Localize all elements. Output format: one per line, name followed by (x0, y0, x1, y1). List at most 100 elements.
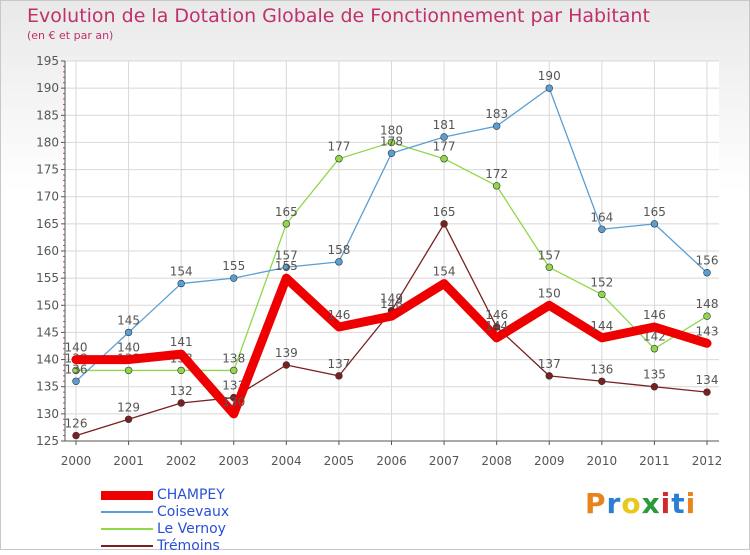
data-point-coisevaux (440, 133, 448, 141)
data-label-coisevaux: 190 (538, 69, 561, 83)
data-label-le-vernoy: 157 (538, 248, 561, 262)
y-tick-label: 145 (36, 325, 59, 339)
legend-swatch-tre-moins (101, 545, 153, 547)
data-label-tre-moins: 126 (65, 417, 88, 431)
data-label-le-vernoy: 172 (485, 167, 508, 181)
logo-letter: o (621, 487, 642, 520)
x-tick-label: 2010 (587, 454, 618, 468)
x-tick-label: 2008 (481, 454, 512, 468)
y-tick-label: 125 (36, 434, 59, 448)
data-point-tre-moins (650, 383, 659, 391)
data-point-le-vernoy (282, 220, 291, 228)
data-label-champey: 140 (65, 341, 88, 355)
data-label-champey: 141 (170, 335, 193, 349)
data-label-coisevaux: 165 (643, 205, 666, 219)
data-point-le-vernoy (124, 366, 133, 375)
data-point-tre-moins (124, 415, 133, 423)
data-point-tre-moins (598, 377, 606, 385)
data-label-le-vernoy: 180 (380, 123, 403, 137)
x-tick-label: 2006 (376, 454, 407, 468)
data-label-champey: 140 (117, 341, 140, 355)
data-label-coisevaux: 181 (433, 118, 456, 132)
data-label-tre-moins: 149 (380, 292, 403, 306)
y-tick-label: 180 (36, 135, 59, 149)
data-point-tre-moins (545, 372, 553, 380)
legend-label-champey: CHAMPEY (157, 487, 225, 503)
y-tick-label: 155 (36, 271, 59, 285)
data-label-champey: 146 (327, 308, 350, 322)
x-tick-label: 2011 (639, 454, 670, 468)
y-tick-label: 140 (36, 353, 59, 367)
data-label-coisevaux: 156 (696, 254, 719, 268)
data-label-champey: 148 (380, 297, 403, 311)
data-label-le-vernoy: 138 (222, 351, 245, 365)
data-point-coisevaux (177, 279, 185, 288)
data-label-champey: 130 (222, 395, 245, 409)
data-label-coisevaux: 145 (117, 313, 140, 327)
y-tick-label: 165 (36, 217, 59, 231)
data-label-tre-moins: 134 (696, 373, 719, 387)
data-point-coisevaux (282, 263, 291, 271)
x-tick-label: 2001 (113, 454, 144, 468)
x-tick-label: 2012 (692, 454, 723, 468)
y-tick-label: 175 (36, 163, 59, 177)
y-tick-label: 170 (36, 190, 59, 204)
data-point-le-vernoy (230, 366, 238, 375)
data-label-le-vernoy: 177 (433, 140, 456, 154)
y-tick-label: 130 (36, 407, 59, 421)
x-tick-label: 2007 (429, 454, 460, 468)
data-label-tre-moins: 136 (590, 362, 613, 376)
legend-label-tre-moins: Trémoins (157, 538, 220, 554)
data-label-champey: 155 (275, 259, 298, 273)
data-point-coisevaux (545, 84, 553, 92)
logo-letter: P (585, 487, 607, 520)
data-point-le-vernoy (598, 290, 606, 299)
logo-letter: t (671, 487, 686, 520)
data-label-tre-moins: 146 (485, 308, 508, 322)
y-tick-label: 135 (36, 380, 59, 394)
data-point-tre-moins (282, 361, 291, 369)
data-label-tre-moins: 165 (433, 205, 456, 219)
data-point-le-vernoy (703, 312, 711, 320)
legend-swatch-coisevaux (101, 511, 153, 513)
data-point-coisevaux (703, 269, 711, 277)
data-point-tre-moins (72, 431, 80, 440)
data-label-champey: 144 (590, 319, 613, 333)
legend-swatch-champey (101, 490, 153, 500)
data-label-coisevaux: 158 (327, 243, 350, 257)
logo-letter: i (685, 487, 697, 520)
data-point-le-vernoy (440, 155, 448, 163)
data-point-le-vernoy (72, 366, 80, 375)
data-label-coisevaux: 178 (380, 134, 403, 148)
data-label-coisevaux: 154 (170, 265, 193, 279)
data-label-champey: 150 (538, 286, 561, 300)
data-point-tre-moins (492, 323, 501, 331)
data-label-champey: 154 (433, 265, 456, 279)
x-tick-label: 2002 (166, 454, 197, 468)
series-line-champey (71, 273, 712, 419)
x-tick-label: 2009 (534, 454, 565, 468)
chart-title: Evolution de la Dotation Globale de Fonc… (27, 5, 650, 27)
data-label-coisevaux: 136 (65, 362, 88, 376)
data-label-tre-moins: 129 (117, 400, 140, 414)
proxiti-logo: Proxiti (585, 487, 696, 520)
data-label-champey: 144 (485, 319, 508, 333)
data-label-coisevaux: 155 (222, 259, 245, 273)
data-point-coisevaux (72, 377, 80, 385)
data-point-coisevaux (650, 220, 659, 228)
data-point-coisevaux (598, 225, 606, 233)
data-point-coisevaux (230, 274, 238, 282)
data-label-le-vernoy: 148 (696, 297, 719, 311)
logo-letter: r (606, 487, 622, 520)
legend-label-le-vernoy: Le Vernoy (157, 521, 226, 537)
data-label-tre-moins: 139 (275, 346, 298, 360)
data-label-tre-moins: 137 (538, 357, 561, 371)
data-point-le-vernoy (387, 138, 396, 147)
data-label-champey: 143 (696, 324, 719, 338)
y-tick-label: 195 (36, 54, 59, 68)
data-point-le-vernoy (492, 182, 501, 190)
x-tick-label: 2000 (61, 454, 92, 468)
data-point-coisevaux (124, 328, 133, 337)
data-point-le-vernoy (335, 155, 343, 163)
